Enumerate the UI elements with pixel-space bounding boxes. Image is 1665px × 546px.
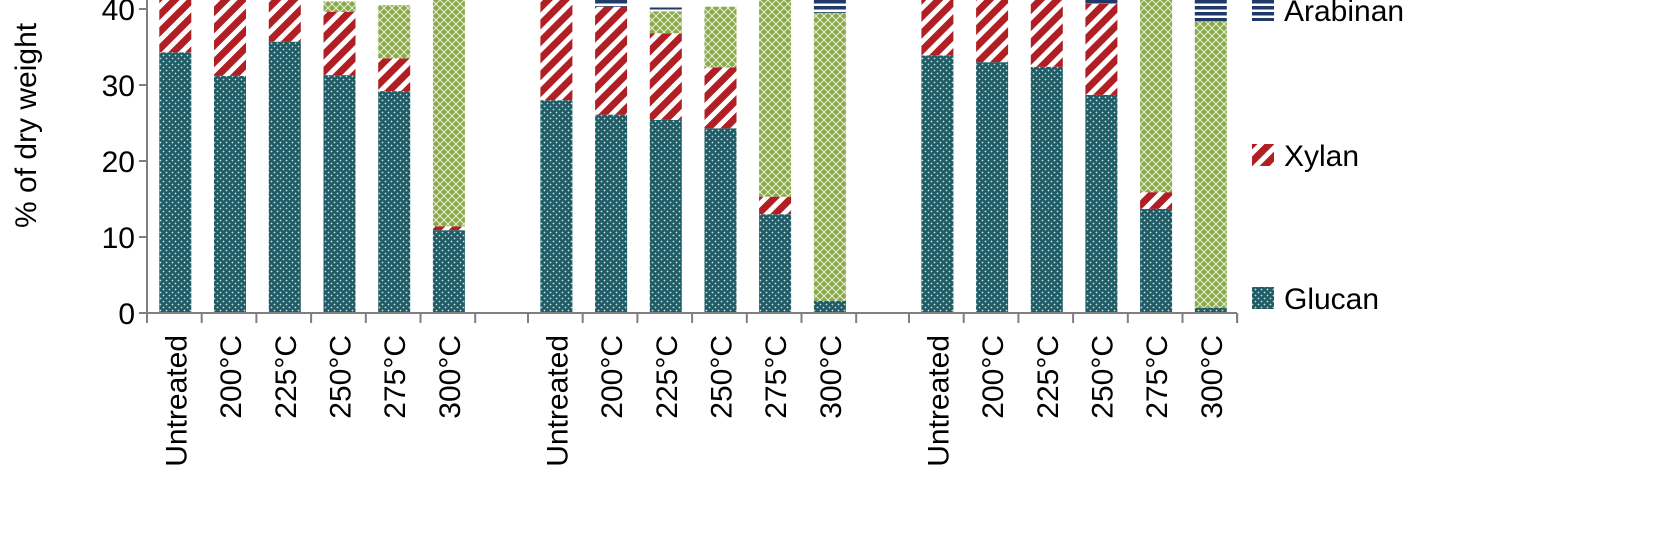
category-label: 200°C bbox=[977, 335, 1010, 419]
legend-label-arabinan: Arabinan bbox=[1284, 0, 1404, 28]
y-axis-title: % of dry weight bbox=[10, 22, 43, 228]
legend-swatch-xylan bbox=[1252, 144, 1274, 166]
bar-segment-xylan-g2-4 bbox=[759, 196, 792, 215]
category-label: 275°C bbox=[760, 335, 793, 419]
bar-segment-xylan-g1-2 bbox=[268, 0, 301, 42]
bar-segment-xylan-g2-0 bbox=[540, 0, 573, 101]
category-label: 300°C bbox=[1196, 335, 1229, 419]
bar-segment-glucan-g3-5 bbox=[1194, 307, 1227, 313]
y-tick-label: 10 bbox=[102, 222, 135, 255]
category-label: 225°C bbox=[270, 335, 303, 419]
bar-segment-glucan-g3-3 bbox=[1085, 94, 1118, 314]
bar-segment-glucan-g2-5 bbox=[813, 300, 846, 313]
category-label: 300°C bbox=[434, 335, 467, 419]
bar-segment-xylan-g1-4 bbox=[378, 58, 411, 92]
bar-segment-glucan-g1-5 bbox=[432, 230, 465, 313]
bar-segment-xylan-g3-3 bbox=[1085, 3, 1118, 95]
category-label: 250°C bbox=[1086, 335, 1119, 419]
category-label: Untreated bbox=[922, 335, 955, 467]
category-label: 275°C bbox=[379, 335, 412, 419]
bar-segment-glucan-g1-3 bbox=[323, 75, 356, 313]
bar-segment-arabinan-g3-5 bbox=[1194, 0, 1227, 22]
bar-segment-xylan-g2-3 bbox=[704, 67, 737, 129]
y-tick-label: 0 bbox=[118, 298, 135, 331]
bar-segment-xylan-g2-1 bbox=[595, 6, 628, 115]
bar-segment-arabinan-g2-5 bbox=[813, 0, 846, 13]
bar-segment-series-2-g2-2 bbox=[649, 11, 682, 34]
bars-layer bbox=[159, 0, 1227, 314]
bar-segment-series-2-g1-4 bbox=[378, 5, 411, 59]
category-label: 200°C bbox=[596, 335, 629, 419]
legend-swatch-glucan bbox=[1252, 287, 1274, 309]
category-label: 250°C bbox=[324, 335, 357, 419]
bar-segment-arabinan-g3-3 bbox=[1085, 0, 1118, 4]
category-label: 250°C bbox=[705, 335, 738, 419]
bar-segment-glucan-g3-1 bbox=[976, 62, 1009, 314]
bar-segment-glucan-g2-2 bbox=[649, 120, 682, 313]
bar-segment-xylan-g3-4 bbox=[1140, 192, 1173, 209]
bar-segment-series-2-g2-3 bbox=[704, 6, 737, 68]
bar-segment-series-2-g1-5 bbox=[432, 0, 465, 227]
y-tick-label: 30 bbox=[102, 70, 135, 103]
bar-segment-series-2-g2-5 bbox=[813, 12, 846, 301]
category-label: Untreated bbox=[160, 335, 193, 467]
bar-segment-glucan-g2-0 bbox=[540, 100, 573, 313]
bar-segment-arabinan-g2-2 bbox=[649, 7, 682, 12]
y-tick-label: 40 bbox=[102, 0, 135, 27]
category-label: 225°C bbox=[651, 335, 684, 419]
category-label: 300°C bbox=[815, 335, 848, 419]
category-label: Untreated bbox=[541, 335, 574, 467]
y-tick-label: 20 bbox=[102, 146, 135, 179]
bar-segment-glucan-g1-2 bbox=[268, 41, 301, 313]
bar-segment-glucan-g2-3 bbox=[704, 128, 737, 313]
bar-segment-series-2-g3-5 bbox=[1194, 21, 1227, 308]
bar-segment-xylan-g3-1 bbox=[976, 0, 1009, 63]
bar-segment-series-2-g2-4 bbox=[759, 0, 792, 197]
bar-segment-xylan-g3-2 bbox=[1030, 0, 1063, 67]
legend: Arabinan Xylan Glucan bbox=[1252, 0, 1404, 316]
legend-label-glucan: Glucan bbox=[1284, 283, 1379, 316]
bar-segment-glucan-g3-2 bbox=[1030, 66, 1063, 313]
category-label: 200°C bbox=[215, 335, 248, 419]
bar-segment-glucan-g1-4 bbox=[378, 91, 411, 313]
bar-segment-glucan-g1-0 bbox=[159, 52, 192, 314]
bar-segment-glucan-g1-1 bbox=[214, 75, 246, 314]
bar-segment-series-2-g3-4 bbox=[1140, 0, 1173, 193]
bar-segment-xylan-g1-0 bbox=[159, 0, 192, 53]
bar-segment-glucan-g3-4 bbox=[1140, 208, 1173, 313]
bar-segment-xylan-g1-1 bbox=[214, 0, 246, 76]
legend-label-xylan: Xylan bbox=[1284, 140, 1359, 173]
axes-layer: Untreated 200°C 225°C 250°C 275°C 300°C Untrea… bbox=[10, 0, 1239, 467]
bar-segment-xylan-g1-5 bbox=[432, 226, 465, 231]
bar-segment-xylan-g3-0 bbox=[921, 0, 954, 56]
bar-segment-glucan-g2-1 bbox=[595, 114, 628, 313]
category-label: 275°C bbox=[1141, 335, 1174, 419]
bar-segment-series-2-g1-3 bbox=[323, 1, 356, 13]
bar-segment-xylan-g2-2 bbox=[649, 33, 682, 120]
bar-segment-xylan-g1-3 bbox=[323, 12, 356, 76]
bar-segment-arabinan-g2-1 bbox=[595, 0, 628, 7]
category-label: 225°C bbox=[1032, 335, 1065, 419]
bar-segment-glucan-g3-0 bbox=[921, 55, 954, 314]
bar-segment-glucan-g2-4 bbox=[759, 214, 792, 313]
legend-swatch-arabinan bbox=[1252, 0, 1274, 21]
